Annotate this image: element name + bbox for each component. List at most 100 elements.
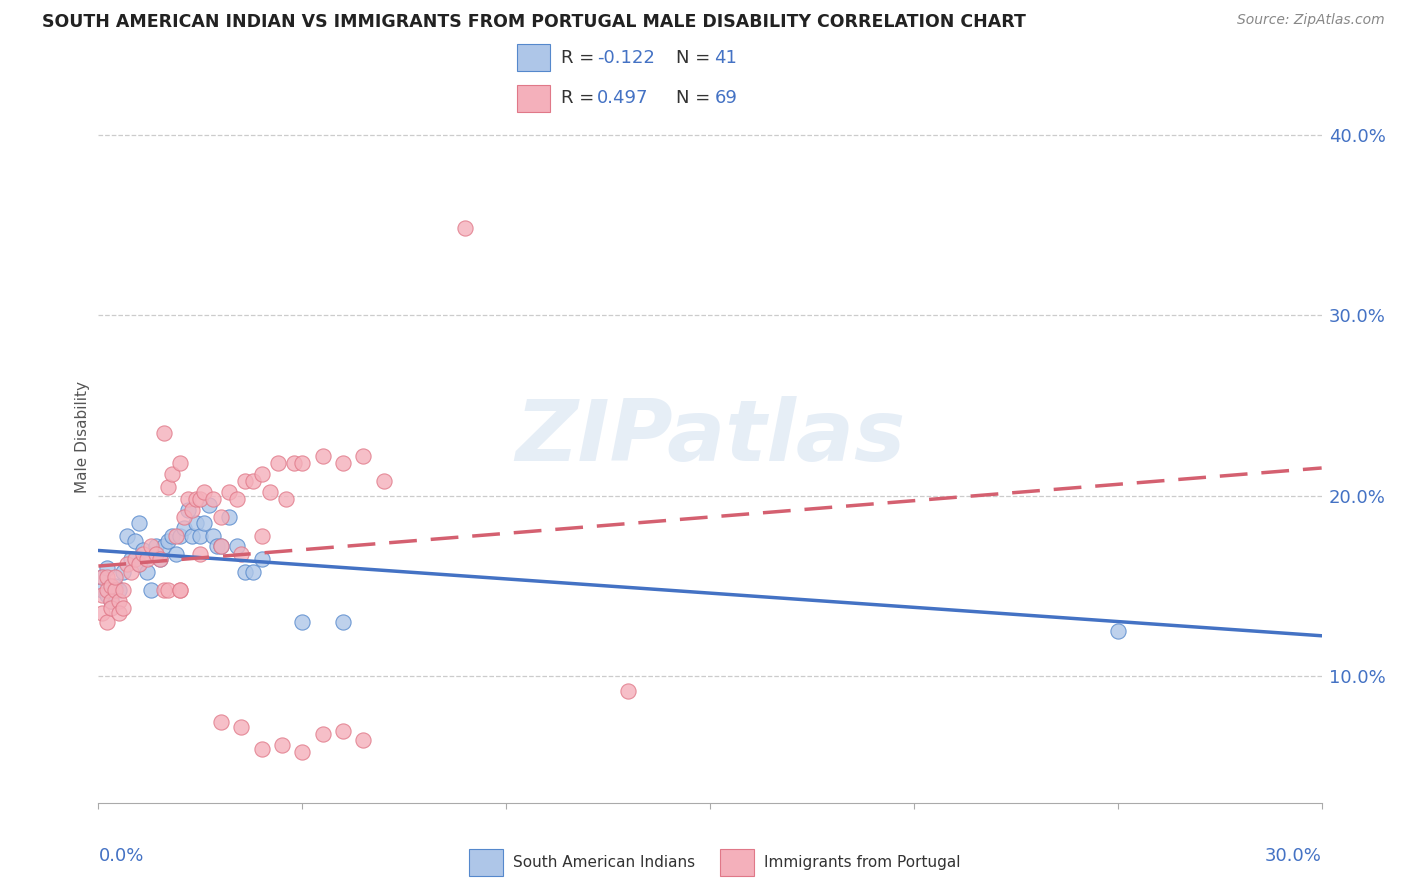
Point <box>124 552 146 566</box>
Point <box>233 565 256 579</box>
Point <box>141 582 163 597</box>
Point <box>111 600 134 615</box>
Point <box>218 510 240 524</box>
Point <box>132 547 155 561</box>
Point <box>233 475 256 489</box>
Text: 69: 69 <box>714 89 737 107</box>
Point <box>156 582 179 597</box>
Point <box>91 588 114 602</box>
Point <box>152 539 174 553</box>
Point <box>100 593 122 607</box>
Point <box>352 732 374 747</box>
Point <box>188 492 212 507</box>
Point <box>115 558 138 572</box>
Text: Source: ZipAtlas.com: Source: ZipAtlas.com <box>1237 13 1385 28</box>
Point <box>91 582 114 597</box>
Point <box>149 552 172 566</box>
Y-axis label: Male Disability: Male Disability <box>75 381 90 493</box>
Text: Immigrants from Portugal: Immigrants from Portugal <box>765 855 960 870</box>
Text: 0.0%: 0.0% <box>98 847 143 864</box>
Point <box>108 606 131 620</box>
Point <box>209 510 232 524</box>
Point <box>160 467 183 482</box>
Point <box>120 552 142 566</box>
Point <box>274 492 297 507</box>
Point <box>373 475 395 489</box>
Point <box>291 745 314 759</box>
Point <box>209 539 232 553</box>
Point <box>209 714 232 729</box>
Point <box>165 547 187 561</box>
Point <box>267 456 290 470</box>
Point <box>186 492 208 507</box>
Point <box>136 565 159 579</box>
Point <box>188 528 212 542</box>
Point <box>169 582 191 597</box>
Point <box>115 528 138 542</box>
Text: 41: 41 <box>714 49 737 67</box>
Point <box>231 547 253 561</box>
Point <box>128 516 150 530</box>
Point <box>96 582 118 597</box>
Point <box>188 547 212 561</box>
Point <box>104 579 127 593</box>
Text: SOUTH AMERICAN INDIAN VS IMMIGRANTS FROM PORTUGAL MALE DISABILITY CORRELATION CH: SOUTH AMERICAN INDIAN VS IMMIGRANTS FROM… <box>42 13 1026 31</box>
Point <box>120 565 142 579</box>
Point <box>193 485 215 500</box>
Point <box>250 741 273 756</box>
Point <box>145 539 167 553</box>
Point <box>173 521 195 535</box>
Point <box>177 492 200 507</box>
Point <box>152 582 174 597</box>
Point <box>312 449 335 463</box>
Point <box>165 528 187 542</box>
Point <box>312 727 335 741</box>
Point <box>181 528 204 542</box>
Point <box>91 606 114 620</box>
Point <box>128 558 150 572</box>
Point <box>156 533 179 548</box>
Point <box>169 528 191 542</box>
Point <box>226 492 249 507</box>
Point <box>226 539 249 553</box>
Bar <box>517 44 550 71</box>
Point <box>152 425 174 440</box>
Point <box>96 615 118 630</box>
Point <box>352 449 374 463</box>
Point <box>160 528 183 542</box>
Point <box>96 570 118 584</box>
Point <box>91 570 114 584</box>
Bar <box>517 85 550 112</box>
Point <box>617 683 640 698</box>
Point <box>108 582 131 597</box>
Point <box>332 723 354 738</box>
Point <box>332 615 354 630</box>
Point <box>205 539 228 553</box>
Point <box>193 516 215 530</box>
Text: South American Indians: South American Indians <box>513 855 696 870</box>
Point <box>250 467 273 482</box>
Point <box>96 588 118 602</box>
Point <box>242 475 264 489</box>
Point <box>100 579 122 593</box>
Point <box>332 456 354 470</box>
Point <box>132 543 155 558</box>
Point <box>156 480 179 494</box>
Text: 0.497: 0.497 <box>596 89 648 107</box>
Point <box>209 539 232 553</box>
Text: N =: N = <box>676 49 716 67</box>
Point <box>100 593 122 607</box>
Text: -0.122: -0.122 <box>596 49 655 67</box>
Text: N =: N = <box>676 89 716 107</box>
Point <box>96 561 118 575</box>
Text: ZIPatlas: ZIPatlas <box>515 395 905 479</box>
Point <box>136 552 159 566</box>
Point <box>173 510 195 524</box>
Point <box>291 615 314 630</box>
Point <box>201 492 224 507</box>
Point <box>181 503 204 517</box>
Point <box>104 570 127 584</box>
Point <box>454 221 477 235</box>
Point <box>291 456 314 470</box>
Text: 30.0%: 30.0% <box>1265 847 1322 864</box>
